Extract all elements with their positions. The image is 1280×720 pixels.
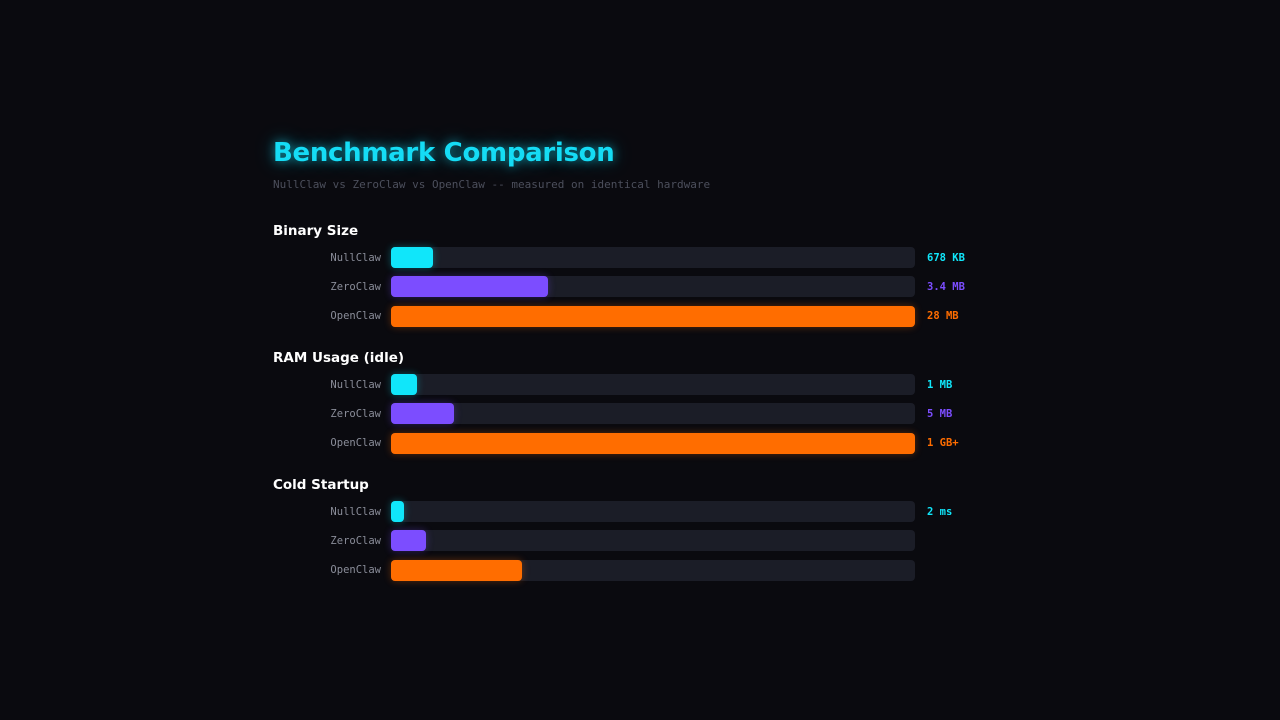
bar-cold-startup-zeroclaw	[391, 530, 427, 552]
bar-value-binary-size-nullclaw: 678 KB	[927, 251, 965, 264]
bar-label-cold-startup-nullclaw: NullClaw	[330, 505, 381, 518]
bar-label-cold-startup-zeroclaw: ZeroClaw	[330, 534, 381, 547]
bar-label-binary-size-openclaw: OpenClaw	[330, 310, 381, 323]
bar-label-ram-usage-idle-nullclaw: NullClaw	[330, 378, 381, 391]
bar-ram-usage-idle-nullclaw	[391, 374, 418, 395]
bar-value-ram-usage-idle-zeroclaw: 5 MB	[927, 407, 953, 420]
bar-label-binary-size-zeroclaw: ZeroClaw	[330, 280, 381, 293]
bar-value-ram-usage-idle-openclaw: 1 GB+	[927, 437, 959, 450]
bar-binary-size-openclaw	[391, 305, 915, 327]
bar-track-cold-startup-openclaw	[391, 559, 915, 581]
bar-track-cold-startup-nullclaw	[391, 501, 915, 522]
bar-track-binary-size-zeroclaw	[391, 276, 915, 298]
bar-track-ram-usage-idle-openclaw	[391, 432, 915, 454]
chart-subtitle: NullClaw vs ZeroClaw vs OpenClaw -- meas…	[273, 178, 711, 191]
chart-title: Benchmark Comparison	[273, 138, 615, 168]
bar-cold-startup-openclaw	[391, 559, 522, 581]
bar-binary-size-zeroclaw	[391, 276, 549, 298]
group-title-cold-startup: Cold Startup	[273, 477, 369, 493]
bar-track-cold-startup-zeroclaw	[391, 530, 915, 552]
group-title-ram-usage-idle: RAM Usage (idle)	[273, 350, 405, 366]
bar-value-cold-startup-nullclaw: 2 ms	[927, 505, 953, 518]
bar-track-ram-usage-idle-zeroclaw	[391, 403, 915, 425]
bar-ram-usage-idle-openclaw	[391, 432, 915, 454]
bar-value-ram-usage-idle-nullclaw: 1 MB	[927, 378, 953, 391]
bar-binary-size-nullclaw	[391, 247, 433, 268]
bar-ram-usage-idle-zeroclaw	[391, 403, 454, 425]
bar-label-binary-size-nullclaw: NullClaw	[330, 251, 381, 264]
bar-label-cold-startup-openclaw: OpenClaw	[330, 564, 381, 577]
bar-label-ram-usage-idle-openclaw: OpenClaw	[330, 437, 381, 450]
bar-track-binary-size-openclaw	[391, 305, 915, 327]
bar-value-binary-size-zeroclaw: 3.4 MB	[927, 280, 965, 293]
bar-cold-startup-nullclaw	[391, 501, 405, 522]
bar-value-binary-size-openclaw: 28 MB	[927, 310, 959, 323]
bar-track-binary-size-nullclaw	[391, 247, 915, 268]
bar-label-ram-usage-idle-zeroclaw: ZeroClaw	[330, 407, 381, 420]
group-title-binary-size: Binary Size	[273, 223, 359, 239]
bar-track-ram-usage-idle-nullclaw	[391, 374, 915, 395]
